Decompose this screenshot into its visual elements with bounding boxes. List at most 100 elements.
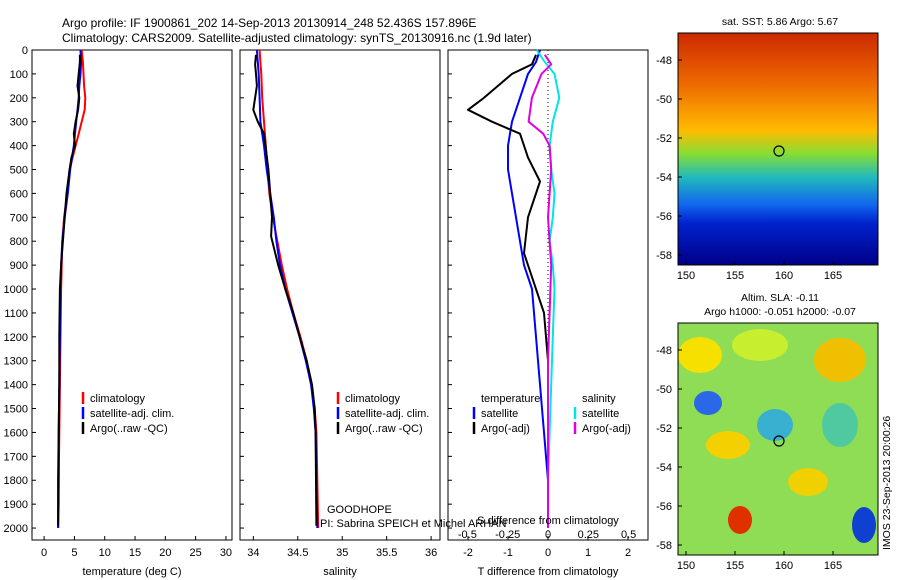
- temperature-x-tick-label: 0: [41, 547, 47, 559]
- credit-timestamp: IMOS 23-Sep-2013 20:00:26: [881, 416, 893, 550]
- depth-tick-label: 300: [10, 117, 28, 129]
- depth-tick-label: 500: [10, 165, 28, 177]
- difference-series-lines: [467, 49, 561, 528]
- map-lon-tick-label: 160: [775, 270, 793, 282]
- sla-anomaly-blob: [732, 329, 788, 361]
- map-lat-tick-label: -48: [656, 345, 672, 357]
- argo-float-marker: [773, 435, 785, 447]
- series-line-salinity-satellite: [535, 49, 561, 528]
- map-lon-tick-label: 150: [677, 560, 695, 572]
- depth-tick-label: 1900: [4, 499, 28, 511]
- s-difference-x-tick-label: -0.25: [495, 529, 520, 541]
- depth-tick-label: 1200: [4, 332, 28, 344]
- map-lon-tick-label: 150: [677, 270, 695, 282]
- sla-anomaly-blob: [788, 468, 828, 496]
- salinity-x-tick-label: 35: [336, 547, 348, 559]
- salinity-plot-frame: [239, 49, 441, 541]
- salinity-series-lines: [252, 49, 320, 529]
- map-lat-tick-label: -50: [656, 94, 672, 106]
- t-difference-x-tick-label: 1: [585, 547, 591, 559]
- figure-title-line2: Climatology: CARS2009. Satellite-adjuste…: [62, 31, 532, 45]
- series-line-salinity-argo-adj-: [527, 54, 553, 528]
- depth-tick-label: 2000: [4, 523, 28, 535]
- series-line-argo-raw-qc-: [252, 54, 318, 526]
- sla-anomaly-blob: [678, 337, 722, 373]
- depth-tick-label: 1600: [4, 427, 28, 439]
- map-lat-tick-label: -48: [656, 55, 672, 67]
- sst-map-frame: [677, 32, 879, 266]
- sst-map-image: [678, 33, 878, 265]
- temperature-plot-frame: [31, 49, 233, 541]
- depth-tick-label: 1000: [4, 284, 28, 296]
- depth-tick-label: 400: [10, 141, 28, 153]
- sst-map-title: sat. SST: 5.86 Argo: 5.67: [722, 16, 838, 28]
- temperature-legend: climatology satellite-adj. clim. Argo(..…: [81, 392, 174, 435]
- sla-anomaly-blob: [814, 338, 866, 382]
- sla-anomaly-blob: [852, 507, 876, 543]
- temperature-x-axis: 0 5 10 15 20 25 30: [41, 536, 232, 559]
- map-lat-tick-label: -54: [656, 172, 672, 184]
- map-lat-tick-label: -56: [656, 211, 672, 223]
- sla-map: [677, 322, 879, 556]
- map-lon-tick-label: 165: [824, 560, 842, 572]
- depth-tick-label: 1100: [4, 308, 28, 320]
- s-difference-x-tick-label: 0.5: [621, 529, 636, 541]
- map-lat-tick-label: -54: [656, 462, 672, 474]
- series-line-climatology: [57, 49, 87, 529]
- map-lat-tick-label: -56: [656, 501, 672, 513]
- sla-map-axes: -48 -50 -52 -54 -56 -58 150 155 160 165: [656, 345, 842, 572]
- depth-tick-label: 900: [10, 260, 28, 272]
- depth-tick-label: 1300: [4, 356, 28, 368]
- map-lon-tick-label: 160: [775, 560, 793, 572]
- depth-tick-label: 200: [10, 93, 28, 105]
- map-lat-tick-label: -52: [656, 133, 672, 145]
- sla-anomaly-blob: [706, 431, 750, 459]
- sla-map-title-line1: Altim. SLA: -0.11: [741, 292, 819, 304]
- map-lon-tick-label: 155: [726, 560, 744, 572]
- sla-map-title-line2: Argo h1000: -0.051 h2000: -0.07: [704, 306, 856, 318]
- t-difference-x-tick-label: -1: [503, 547, 513, 559]
- s-difference-x-tick-label: -0.5: [458, 529, 477, 541]
- salinity-legend: climatology satellite-adj. clim. Argo(..…: [336, 392, 429, 435]
- depth-tick-label: 1500: [4, 404, 28, 416]
- s-difference-axis-label: S difference from climatology: [477, 515, 619, 527]
- temperature-series-lines: [57, 49, 87, 529]
- salinity-x-tick-label: 34: [247, 547, 259, 559]
- temperature-x-tick-label: 5: [71, 547, 77, 559]
- diff-legend-sal-argo: Argo(-adj): [582, 423, 631, 435]
- salinity-x-tick-label: 34.5: [287, 547, 308, 559]
- series-line-temperature-satellite: [507, 49, 549, 528]
- depth-tick-label: 1800: [4, 475, 28, 487]
- salinity-x-axis: 34 34.5 35 35.5 36: [247, 536, 437, 559]
- map-lon-tick-label: 165: [824, 270, 842, 282]
- t-difference-axis-label: T difference from climatology: [478, 566, 619, 578]
- series-line-climatology: [258, 49, 320, 529]
- sla-map-frame: [677, 322, 879, 556]
- diff-legend-temp-argo: Argo(-adj): [481, 423, 530, 435]
- depth-tick-label: 1400: [4, 380, 28, 392]
- temperature-x-tick-label: 15: [129, 547, 141, 559]
- depth-tick-label: 700: [10, 212, 28, 224]
- figure-title-line1: Argo profile: IF 1900861_202 14-Sep-2013…: [62, 16, 476, 30]
- sla-anomaly-blob: [822, 403, 858, 447]
- legend-label-climatology: climatology: [90, 393, 146, 405]
- map-lat-tick-label: -58: [656, 250, 672, 262]
- t-difference-x-tick-label: 0: [545, 547, 551, 559]
- project-annotation: GOODHOPE: [327, 504, 392, 516]
- salinity-x-tick-label: 35.5: [376, 547, 397, 559]
- t-difference-x-tick-label: 2: [625, 547, 631, 559]
- sla-anomaly-blob: [757, 409, 793, 441]
- diff-legend-temp-title: temperature: [481, 393, 540, 405]
- sst-map: [677, 32, 879, 266]
- depth-tick-label: 0: [22, 45, 28, 57]
- difference-legend: temperature satellite Argo(-adj) salinit…: [472, 393, 631, 435]
- s-difference-x-tick-label: 0.25: [578, 529, 599, 541]
- temperature-x-tick-label: 30: [220, 547, 232, 559]
- legend-label-climatology: climatology: [345, 393, 401, 405]
- diff-legend-sal-title: salinity: [582, 393, 616, 405]
- legend-label-satellite: satellite-adj. clim.: [345, 408, 429, 420]
- depth-tick-label: 800: [10, 236, 28, 248]
- depth-tick-label: 600: [10, 188, 28, 200]
- temperature-x-tick-label: 10: [99, 547, 111, 559]
